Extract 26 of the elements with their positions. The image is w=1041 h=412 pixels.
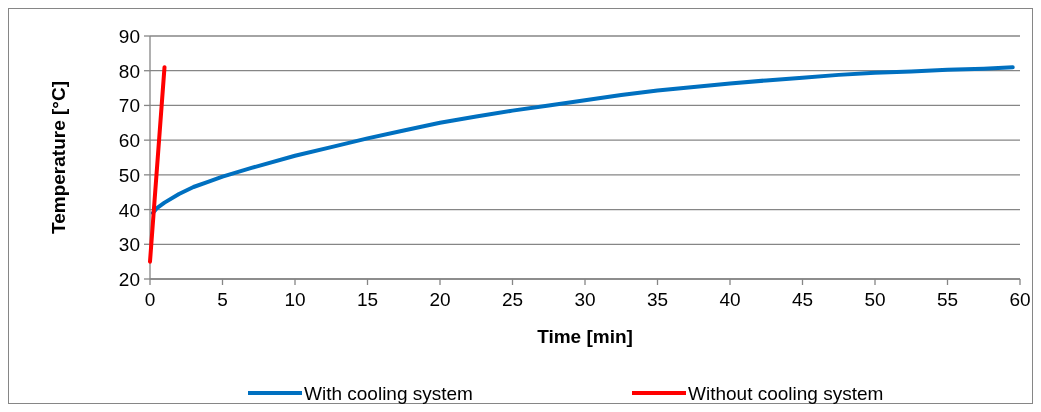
x-tick-label: 55 bbox=[936, 289, 959, 310]
x-tick-label: 15 bbox=[356, 289, 379, 310]
x-tick-label: 10 bbox=[284, 289, 306, 310]
x-tick-label: 40 bbox=[719, 289, 741, 310]
y-tick-label: 20 bbox=[118, 269, 140, 290]
legend-label: With cooling system bbox=[304, 383, 473, 404]
x-tick-label: 35 bbox=[646, 289, 669, 310]
x-tick-label: 50 bbox=[864, 289, 886, 310]
line-series bbox=[150, 65, 1015, 216]
y-tick-label: 60 bbox=[118, 130, 140, 152]
y-tick-label: 30 bbox=[118, 234, 140, 256]
x-tick-label: 0 bbox=[144, 289, 156, 310]
x-axis-title: Time [min] bbox=[537, 326, 633, 347]
y-tick-label: 80 bbox=[118, 60, 140, 82]
y-tick-label: 90 bbox=[118, 26, 140, 47]
x-tick-label: 45 bbox=[791, 289, 814, 310]
x-tick-label: 5 bbox=[217, 289, 228, 310]
y-axis-title: Temperature [°C] bbox=[48, 81, 69, 234]
y-tick-label: 70 bbox=[118, 95, 140, 117]
x-tick-label: 20 bbox=[429, 289, 451, 310]
x-tick-label: 25 bbox=[501, 289, 524, 310]
y-tick-label: 50 bbox=[118, 164, 140, 186]
legend-label: Without cooling system bbox=[688, 383, 884, 404]
x-tick-label: 60 bbox=[1009, 289, 1031, 310]
y-tick-label: 40 bbox=[118, 199, 140, 221]
x-tick-label: 30 bbox=[574, 289, 596, 310]
